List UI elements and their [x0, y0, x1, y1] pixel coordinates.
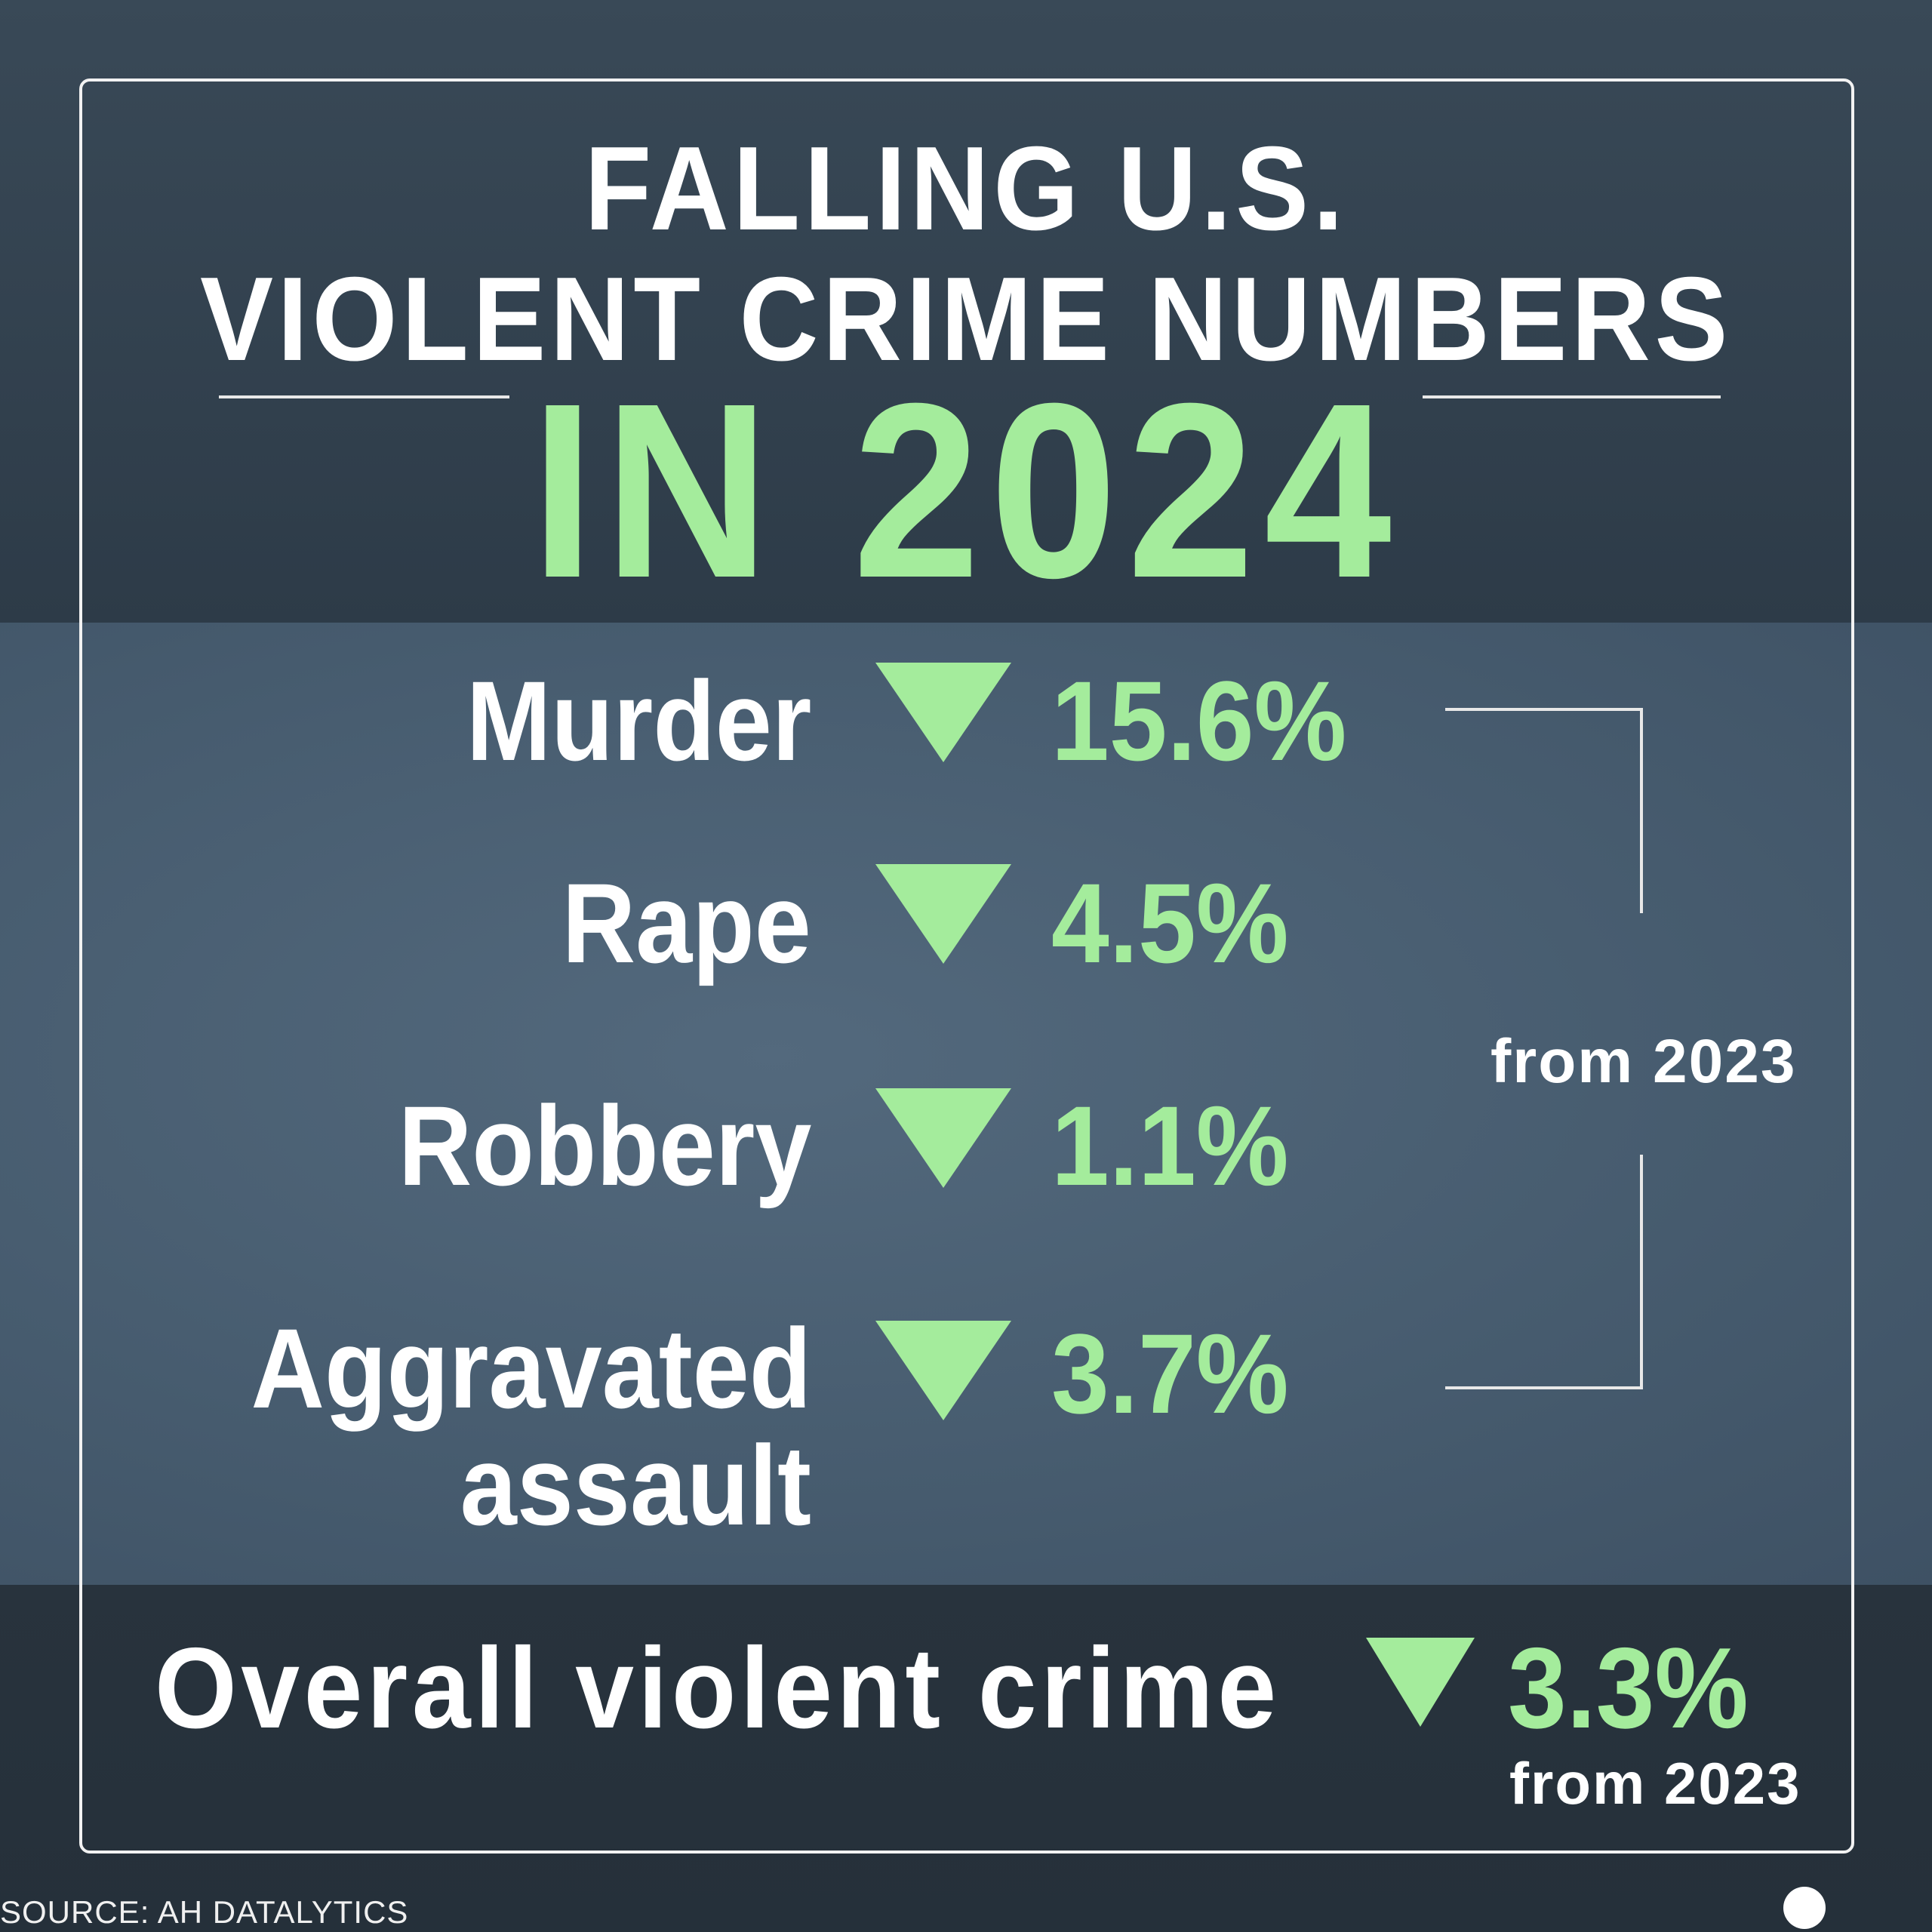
bracket-upper: [1640, 708, 1643, 913]
murder-label: Murder: [466, 657, 811, 784]
bracket-bottom: [1445, 1386, 1643, 1389]
bracket-top: [1445, 708, 1643, 711]
aggravated-assault-change: 3.7%: [1051, 1310, 1289, 1437]
abc-logo-icon: [1783, 1887, 1826, 1929]
down-triangle-icon: [1366, 1638, 1475, 1727]
down-triangle-icon: [875, 864, 1011, 964]
title-line-2: VIOLENT CRIME NUMBERS: [200, 253, 1732, 386]
overall-label: Overall violent crime: [155, 1624, 1281, 1752]
overall-note: from 2023: [1509, 1750, 1801, 1817]
murder-change: 15.6%: [1051, 657, 1347, 784]
overall-band: [0, 1585, 1932, 1932]
robbery-change: 1.1%: [1051, 1082, 1289, 1209]
source-text: SOURCE: AH DATALYTICS: [0, 1894, 409, 1930]
bracket-note: from 2023: [1491, 1027, 1797, 1096]
rape-label: Rape: [561, 860, 811, 986]
title-year: IN 2024: [531, 351, 1401, 629]
overall-change: 3.3%: [1508, 1624, 1749, 1752]
frame-border: [79, 78, 1854, 1854]
title-rule-right: [1423, 395, 1721, 398]
header-band: [0, 0, 1932, 623]
title-line-1: FALLING U.S.: [584, 122, 1348, 255]
bracket-lower: [1640, 1155, 1643, 1389]
rape-change: 4.5%: [1051, 860, 1289, 986]
robbery-label: Robbery: [398, 1082, 811, 1209]
down-triangle-icon: [875, 1088, 1011, 1188]
title-rule-left: [219, 395, 509, 398]
down-triangle-icon: [875, 1321, 1011, 1420]
aggravated-label: Aggravated: [251, 1305, 811, 1432]
abc-news-logo: [1783, 1887, 1827, 1929]
down-triangle-icon: [875, 663, 1011, 762]
assault-label: assault: [460, 1422, 811, 1549]
